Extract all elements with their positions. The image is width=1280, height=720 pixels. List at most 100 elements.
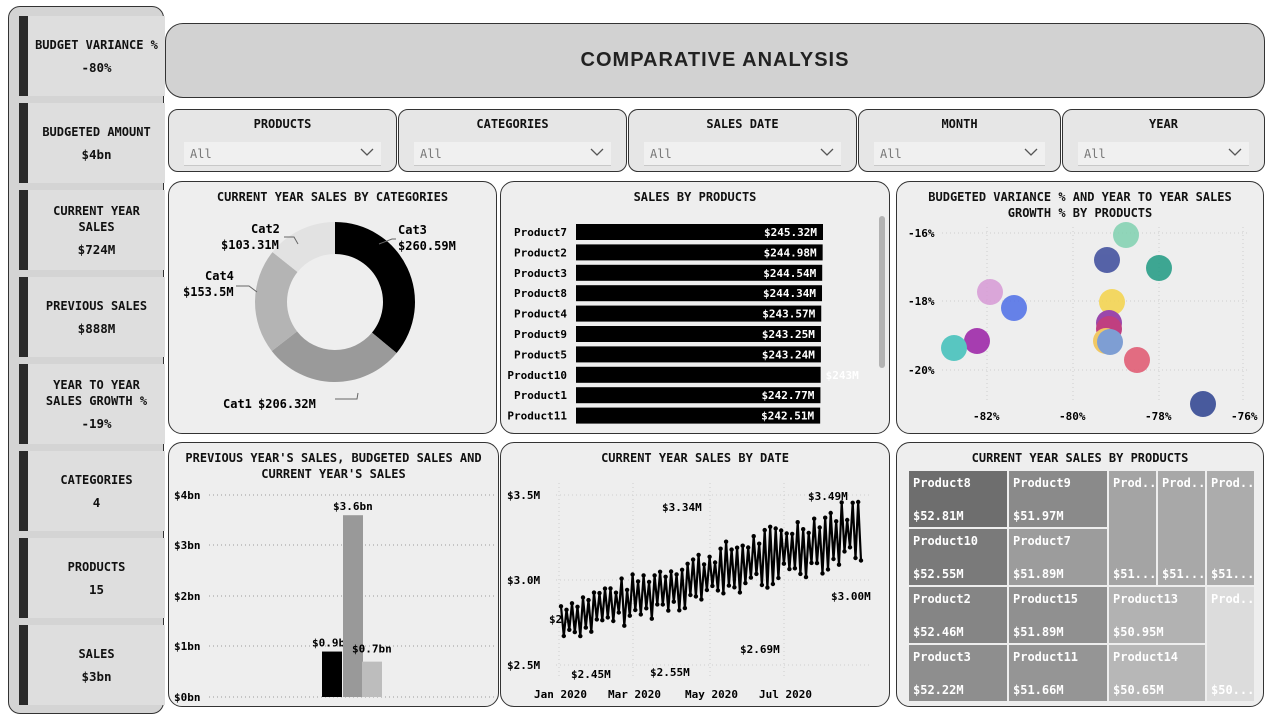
sales-date-dropdown[interactable]: All	[644, 142, 841, 166]
scatter-point[interactable]	[1094, 247, 1120, 273]
sales-by-products-bar-chart: Product7 $245.32M Product2 $244.98M Product3…	[507, 216, 885, 424]
scatter-point[interactable]	[1190, 391, 1216, 417]
year-dropdown[interactable]: All	[1078, 142, 1249, 166]
line-point	[809, 560, 814, 566]
product-bar[interactable]	[576, 387, 821, 404]
x-tick-label: Jul 2020	[759, 688, 812, 701]
treemap-cell[interactable]: Product2 $52.46M	[909, 587, 1007, 643]
treemap-cell[interactable]: Product9 $51.97M	[1009, 471, 1107, 527]
product-bar[interactable]	[576, 244, 823, 261]
treemap-cell-value: $52.46M	[913, 625, 964, 639]
kpi-label: BUDGET VARIANCE %	[35, 37, 158, 52]
month-dropdown[interactable]: All	[874, 142, 1045, 166]
treemap-cell[interactable]: Prod... $51...	[1207, 471, 1254, 585]
line-point	[589, 629, 594, 634]
line-point	[707, 554, 712, 559]
filter-label: CATEGORIES	[476, 117, 549, 131]
scatter-point[interactable]	[941, 335, 967, 361]
products-dropdown[interactable]: All	[184, 142, 381, 166]
product-bar[interactable]	[576, 264, 823, 281]
treemap-cell[interactable]: Prod... $51...	[1109, 471, 1156, 585]
y-tick-label: -20%	[908, 364, 935, 377]
treemap-cell-name: Product10	[913, 534, 979, 548]
treemap-cell[interactable]: Product15 $51.89M	[1009, 587, 1107, 643]
line-point	[718, 546, 723, 551]
kpi-card-budget-variance: BUDGET VARIANCE % -80%	[19, 16, 165, 96]
line-point	[688, 592, 693, 598]
line-point	[671, 599, 676, 604]
donut-slice-cat1[interactable]	[271, 331, 397, 382]
product-bar[interactable]	[576, 285, 823, 302]
line-point	[591, 590, 597, 595]
line-point	[784, 531, 789, 536]
product-bar[interactable]	[576, 305, 822, 322]
treemap-cell[interactable]: Product11 $51.66M	[1009, 645, 1107, 701]
treemap-cell-value: $51.97M	[1013, 509, 1064, 523]
scatter-point[interactable]	[964, 328, 990, 354]
x-tick-label: Mar 2020	[608, 688, 661, 701]
treemap-cell[interactable]: Product13 $50.95M	[1109, 587, 1205, 643]
line-point	[762, 527, 767, 533]
line-point	[561, 633, 566, 639]
line-point	[781, 561, 787, 566]
line-point	[622, 623, 627, 628]
line-point	[597, 590, 602, 596]
donut-slice-cat3[interactable]	[335, 222, 415, 354]
treemap-cell-value: $50.65M	[1113, 683, 1164, 697]
line-point	[638, 612, 643, 617]
scatter-point[interactable]	[1099, 289, 1125, 315]
filter-sales-date: SALES DATE All	[628, 109, 857, 172]
product-bar[interactable]	[576, 366, 821, 383]
line-point	[690, 557, 696, 562]
line-point	[831, 556, 836, 562]
kpi-value: $3bn	[81, 668, 112, 684]
line-point	[679, 567, 685, 572]
line-point	[652, 573, 657, 578]
scatter-point[interactable]	[1146, 255, 1172, 281]
scatter-point[interactable]	[1113, 222, 1139, 248]
line-point	[712, 560, 718, 565]
treemap-cell[interactable]: Product7 $51.89M	[1009, 529, 1107, 585]
treemap-cell[interactable]: Prod... $50...	[1207, 587, 1254, 701]
comparison-bar[interactable]	[362, 661, 382, 697]
product-bar[interactable]	[576, 407, 821, 424]
donut-slice-cat2[interactable]	[272, 222, 335, 273]
slice-value-label: $103.31M	[221, 238, 279, 252]
product-bar[interactable]	[576, 224, 823, 240]
treemap-cell-value: $51.66M	[1013, 683, 1064, 697]
comparison-bar[interactable]	[322, 651, 342, 697]
x-tick-label: -82%	[973, 410, 1000, 423]
kpi-label: CATEGORIES	[60, 472, 133, 487]
scatter-point[interactable]	[1097, 329, 1123, 355]
line-point	[699, 597, 704, 602]
treemap-cell[interactable]: Product14 $50.65M	[1109, 645, 1205, 701]
treemap-cell-value: $52.81M	[913, 509, 964, 523]
treemap-cell-name: Product11	[1013, 650, 1079, 664]
scatter-point[interactable]	[1001, 295, 1027, 321]
line-point	[677, 608, 682, 613]
line-point	[726, 583, 732, 588]
categories-dropdown[interactable]: All	[414, 142, 611, 166]
treemap-cell[interactable]: Product10 $52.55M	[909, 529, 1007, 585]
donut-slice-cat4[interactable]	[255, 252, 298, 351]
treemap-cell[interactable]: Product3 $52.22M	[909, 645, 1007, 701]
treemap-cell[interactable]: Product8 $52.81M	[909, 471, 1007, 527]
line-point	[674, 572, 679, 577]
scrollbar[interactable]	[879, 216, 885, 368]
scatter-point[interactable]	[1124, 347, 1150, 373]
line-point	[619, 576, 624, 581]
product-bar[interactable]	[576, 326, 821, 342]
line-point	[572, 629, 577, 635]
scatter-point[interactable]	[977, 279, 1003, 305]
line-point	[666, 608, 671, 613]
line-point	[655, 602, 660, 607]
line-point	[787, 566, 792, 572]
filter-label: YEAR	[1149, 117, 1178, 131]
kpi-value: 4	[92, 494, 101, 510]
comparison-bar[interactable]	[343, 515, 363, 697]
sales-by-products-panel: SALES BY PRODUCTS Product7 $245.32M Produc…	[500, 181, 890, 434]
product-bar[interactable]	[576, 346, 821, 363]
sales-line-series[interactable]	[559, 500, 863, 638]
treemap-cell[interactable]: Prod... $51...	[1158, 471, 1205, 585]
y-tick-label: $3.5M	[507, 489, 540, 502]
